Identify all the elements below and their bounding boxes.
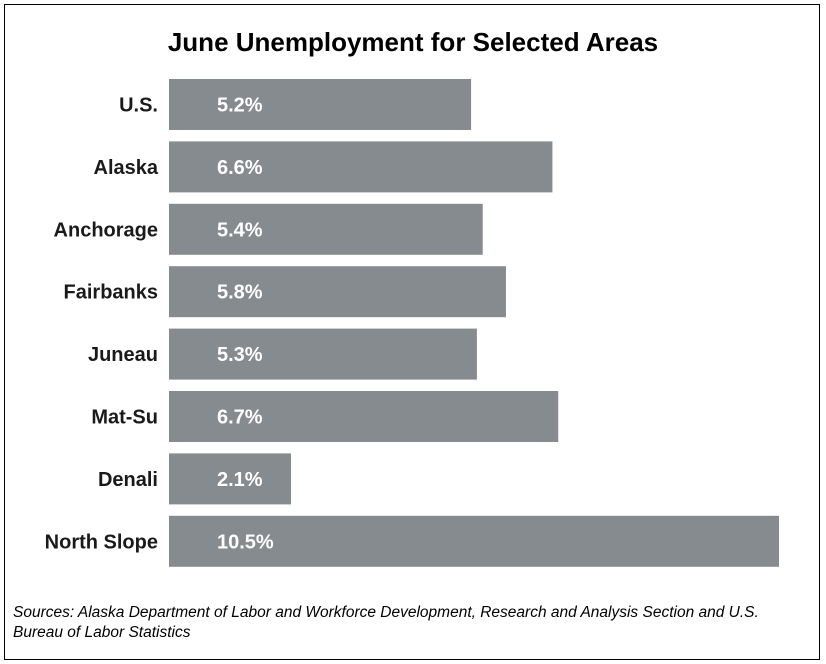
value-label: 5.2% — [217, 95, 263, 117]
category-label: Denali — [98, 469, 158, 491]
value-label: 5.3% — [217, 344, 263, 366]
bar-u-s — [169, 79, 472, 130]
bar-fairbanks — [169, 266, 506, 318]
source-note: Sources: Alaska Department of Labor and … — [13, 604, 759, 641]
bar-mat-su — [169, 391, 559, 442]
value-label: 5.4% — [217, 219, 263, 241]
category-label: Juneau — [88, 344, 158, 366]
bar-anchorage — [169, 203, 483, 255]
bar-juneau — [169, 328, 477, 380]
category-label: Alaska — [94, 157, 159, 179]
bar-chart: U.S. 5.2% Alaska 6.6% Anchorage 5.4% Fairbanks… — [45, 79, 779, 567]
category-label: Fairbanks — [64, 282, 158, 304]
value-label: 6.7% — [217, 407, 263, 429]
value-label: 5.8% — [217, 282, 263, 304]
bar-alaska — [169, 141, 553, 193]
category-label: Mat-Su — [91, 407, 158, 429]
category-label: Anchorage — [54, 219, 158, 241]
category-label: U.S. — [119, 95, 158, 117]
category-label: North Slope — [45, 531, 158, 553]
value-label: 10.5% — [217, 531, 274, 553]
value-label: 2.1% — [217, 469, 263, 491]
chart-title: June Unemployment for Selected Areas — [167, 27, 659, 57]
bar-north-slope — [169, 515, 779, 567]
bar-denali — [169, 453, 291, 505]
value-label: 6.6% — [217, 157, 263, 179]
chart-frame: June Unemployment for Selected Areas U.S… — [4, 4, 820, 660]
